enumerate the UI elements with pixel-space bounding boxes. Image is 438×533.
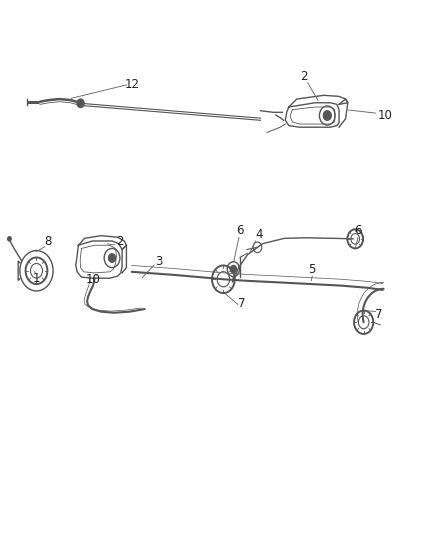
Circle shape [323,111,331,120]
Circle shape [77,99,84,108]
Text: 2: 2 [116,235,124,248]
Circle shape [230,265,237,273]
Text: 10: 10 [86,273,101,286]
Text: 10: 10 [378,109,392,122]
Text: 5: 5 [308,263,315,276]
Text: 4: 4 [255,228,262,241]
Circle shape [109,254,116,262]
Text: 6: 6 [354,224,362,237]
Text: 7: 7 [237,297,245,310]
Text: 7: 7 [374,308,382,321]
Text: 6: 6 [236,224,244,237]
Circle shape [8,237,11,241]
Text: 1: 1 [33,272,40,285]
Text: 2: 2 [300,70,308,83]
Text: 8: 8 [44,235,52,248]
Text: 12: 12 [124,78,139,91]
Text: 3: 3 [155,255,162,268]
